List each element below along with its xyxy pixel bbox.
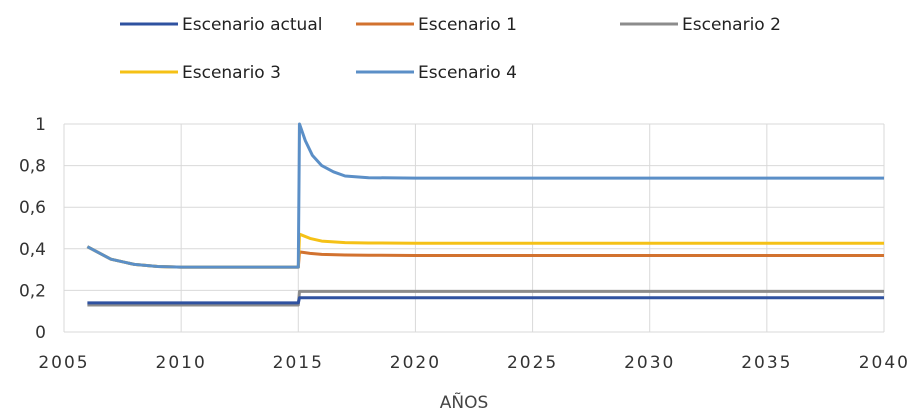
- x-tick-label: 2005: [38, 353, 89, 373]
- legend-label: Escenario actual: [182, 15, 322, 35]
- y-tick-label: 0,6: [19, 198, 46, 218]
- x-tick-label: 2015: [273, 353, 324, 373]
- legend-item: Escenario 4: [356, 63, 517, 83]
- x-tick-label: 2035: [741, 353, 792, 373]
- legend-label: Escenario 4: [418, 63, 517, 83]
- legend-item: Escenario 2: [620, 15, 781, 35]
- x-tick-label: 2010: [156, 353, 207, 373]
- y-tick-label: 1: [35, 115, 46, 135]
- y-tick-label: 0,8: [19, 157, 46, 177]
- x-tick-label: 2040: [859, 353, 910, 373]
- grid-lines: [63, 123, 885, 333]
- series-layer: [86, 122, 884, 307]
- legend-label: Escenario 1: [418, 15, 517, 35]
- x-tick-label: 2030: [624, 353, 675, 373]
- series-line-4: [86, 122, 884, 269]
- series-line-0: [87, 296, 884, 305]
- x-tick-label: 2020: [390, 353, 441, 373]
- legend-label: Escenario 2: [682, 15, 781, 35]
- legend: Escenario actual Escenario 1 Escenario 2 Es…: [120, 15, 781, 83]
- x-tick-label: 2025: [507, 353, 558, 373]
- series-line-3: [86, 232, 884, 269]
- legend-item: Escenario 1: [356, 15, 517, 35]
- legend-item: Escenario 3: [120, 63, 281, 83]
- y-tick-label: 0: [35, 323, 46, 343]
- x-axis: 2005 2010 2015 2020 2025 2030 2035 2040: [38, 353, 910, 373]
- y-axis: 0 0,2 0,4 0,6 0,8 1: [19, 115, 46, 343]
- legend-item: Escenario actual: [120, 15, 322, 35]
- x-axis-title: AÑOS: [440, 391, 489, 412]
- legend-label: Escenario 3: [182, 63, 281, 83]
- y-tick-label: 0,4: [19, 240, 46, 260]
- y-tick-label: 0,2: [19, 281, 46, 301]
- series-line-1: [86, 245, 884, 269]
